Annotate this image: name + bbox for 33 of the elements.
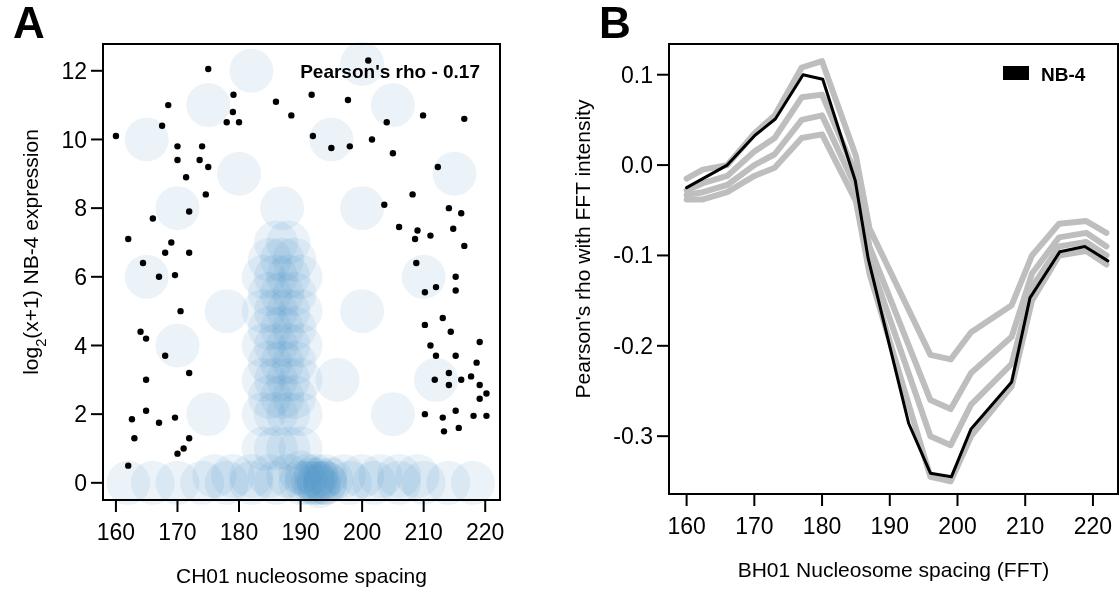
y-tick-label: 0 (74, 469, 87, 496)
x-tick-label: 170 (735, 513, 774, 539)
x-tick-label: 210 (404, 519, 443, 545)
x-tick-label: 170 (158, 519, 197, 545)
x-tick-label: 200 (342, 519, 382, 545)
y-tick-label: 8 (74, 195, 87, 222)
x-tick-label: 220 (1073, 513, 1113, 539)
x-tick-label: 190 (870, 513, 909, 539)
y-tick-label: 10 (61, 126, 87, 153)
y-tick-label: 12 (61, 57, 87, 84)
x-tick-label: 160 (96, 519, 136, 545)
x-tick-label: 180 (219, 519, 259, 545)
x-tick-label: 200 (938, 513, 977, 539)
y-tick-label: -0.2 (613, 332, 653, 359)
x-tick-label: 160 (667, 513, 706, 539)
x-axis-title: BH01 Nucleosome spacing (FFT) (737, 558, 1050, 581)
x-axis-title: CH01 nucleosome spacing (176, 564, 427, 587)
y-tick-label: -0.3 (613, 423, 653, 450)
y-tick-label: 4 (74, 332, 88, 359)
y-tick-label: -0.1 (613, 242, 653, 269)
x-tick-label: 210 (1006, 513, 1045, 539)
y-tick-label: 0.0 (621, 152, 653, 179)
chart-title: A (13, 0, 45, 47)
x-tick-label: 190 (281, 519, 320, 545)
x-tick-label: 220 (466, 519, 505, 545)
x-tick-label: 180 (802, 513, 842, 539)
y-tick-label: 0.1 (621, 61, 653, 88)
chart-title: B (599, 0, 631, 47)
legend-label: NB-4 (1041, 63, 1086, 85)
y-tick-label: 6 (74, 263, 87, 290)
annotation: Pearson's rho - 0.17 (300, 61, 480, 82)
y-axis-title: Pearson's rho with FFT intensity (571, 99, 594, 399)
y-tick-label: 2 (74, 401, 87, 428)
